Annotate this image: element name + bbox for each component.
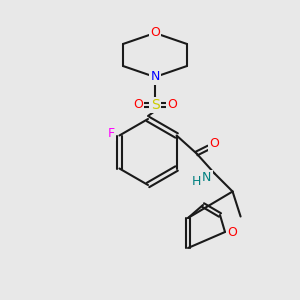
Text: N: N [150,70,160,83]
Text: F: F [108,127,115,140]
Text: O: O [133,98,143,112]
Text: O: O [227,226,237,238]
Text: N: N [202,171,211,184]
Text: O: O [167,98,177,112]
Text: H: H [192,175,201,188]
Text: O: O [210,137,220,150]
Text: O: O [150,26,160,40]
Text: S: S [151,98,159,112]
